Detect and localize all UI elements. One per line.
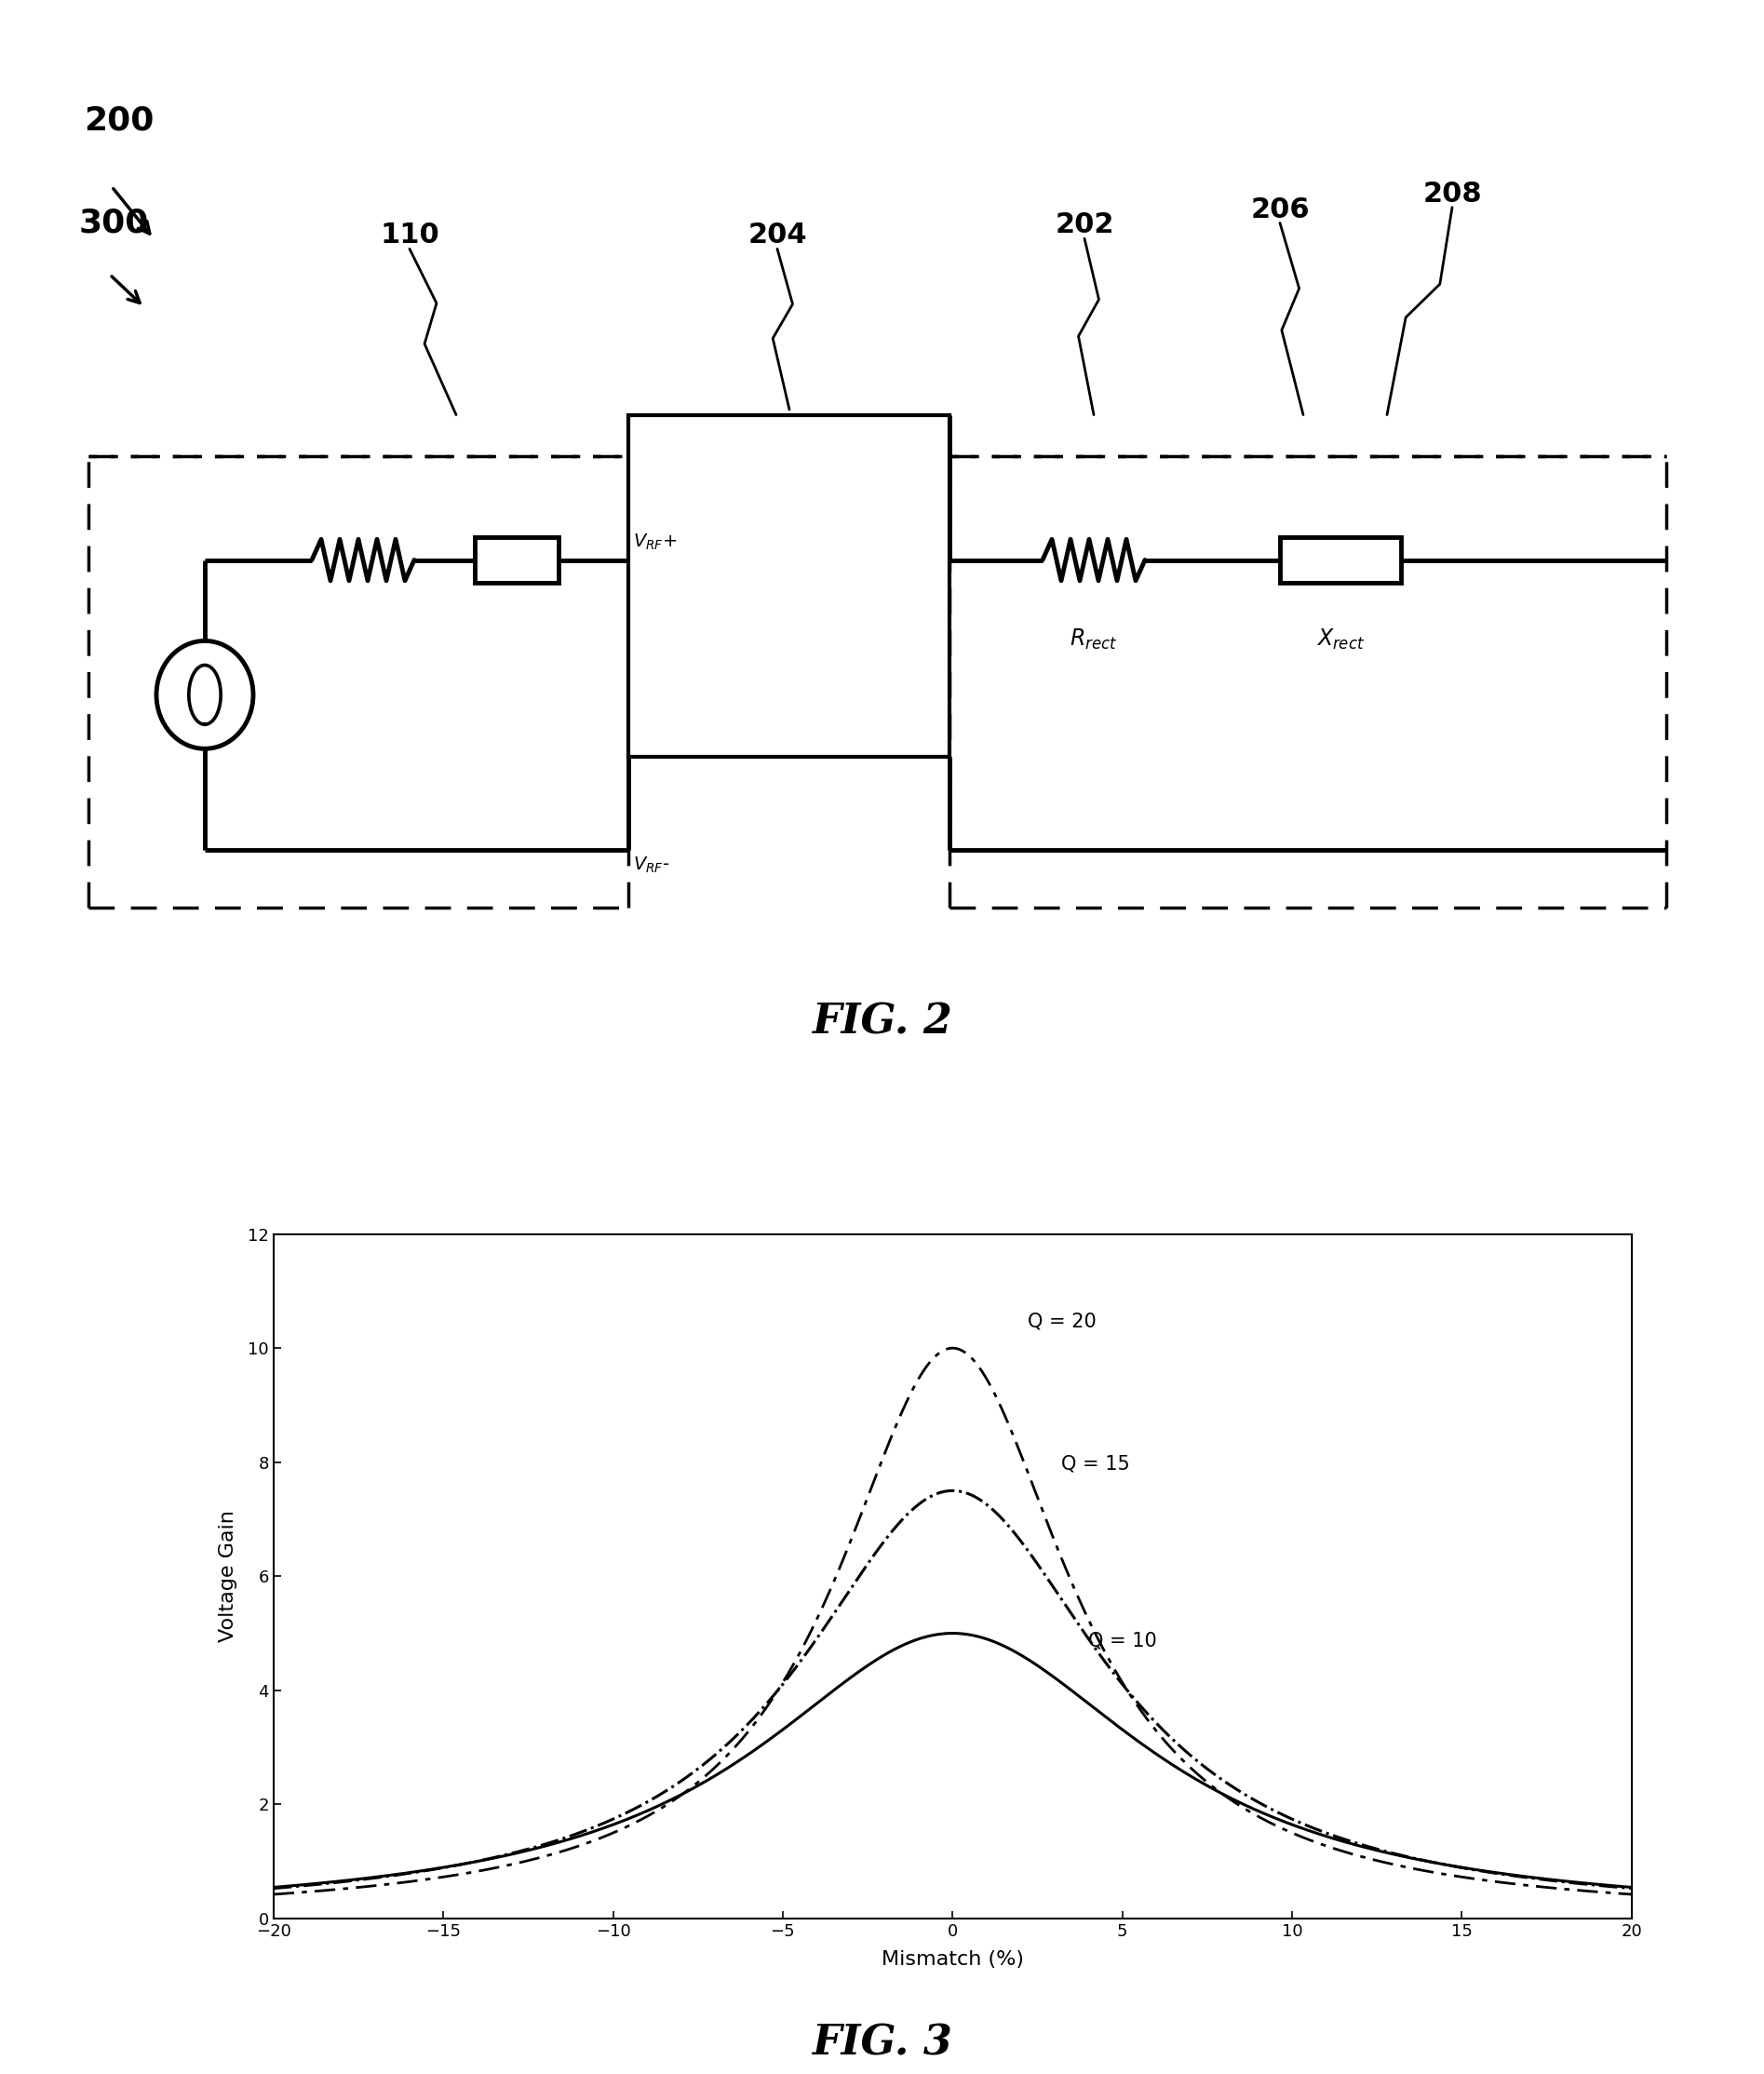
Text: Q = 10: Q = 10	[1088, 1632, 1157, 1651]
Text: Q = 15: Q = 15	[1062, 1456, 1131, 1473]
Text: $X_{rect}$: $X_{rect}$	[1316, 626, 1365, 651]
Text: 200: 200	[83, 104, 153, 137]
Bar	[628, 415, 949, 757]
X-axis label: Mismatch (%): Mismatch (%)	[882, 1950, 1023, 1968]
Text: $V_{RF}$+: $V_{RF}$+	[633, 531, 677, 552]
Text: Q = 20: Q = 20	[1027, 1313, 1095, 1332]
Bar	[475, 537, 559, 583]
Text: FIG. 3: FIG. 3	[811, 2024, 953, 2064]
Text: 202: 202	[1055, 212, 1115, 239]
Text: 208: 208	[1422, 180, 1482, 207]
Text: 206: 206	[1251, 195, 1309, 224]
Y-axis label: Voltage Gain: Voltage Gain	[219, 1510, 238, 1643]
Text: $V_{RF}$-: $V_{RF}$-	[633, 857, 670, 875]
Text: 300: 300	[79, 207, 150, 239]
Text: $R_{rect}$: $R_{rect}$	[1069, 626, 1118, 651]
Text: 204: 204	[748, 222, 806, 249]
Text: 110: 110	[379, 222, 439, 249]
Bar	[1281, 537, 1401, 583]
Text: FIG. 2: FIG. 2	[811, 1002, 953, 1043]
